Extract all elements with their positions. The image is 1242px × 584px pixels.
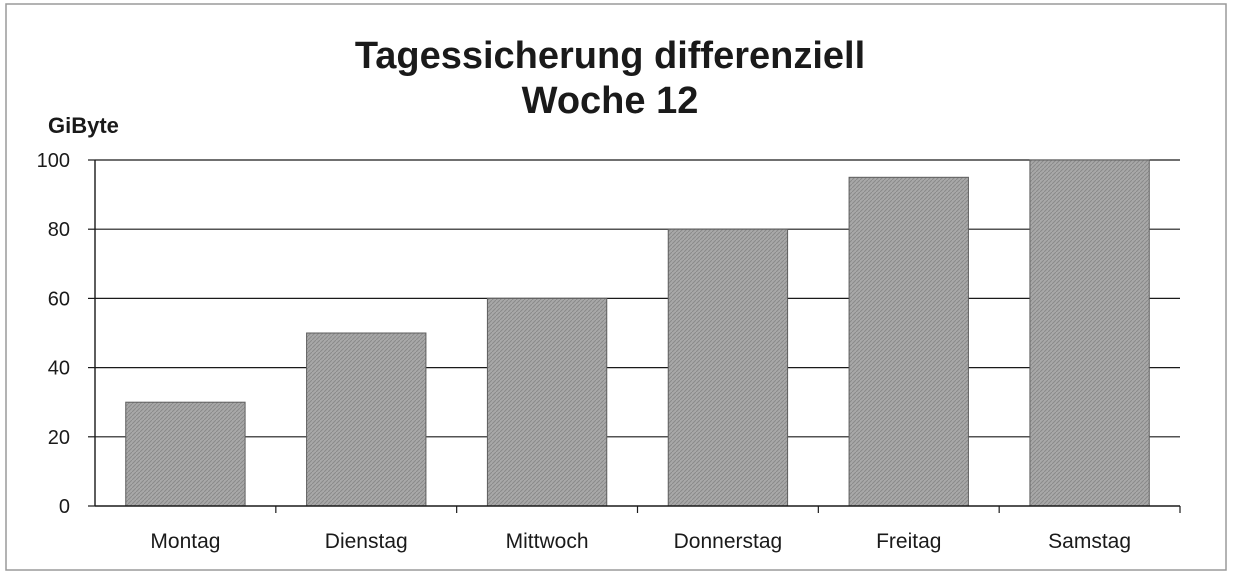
y-tick-labels: 0 20 40 60 80 100 bbox=[37, 150, 70, 518]
bar bbox=[1029, 159, 1150, 507]
y-tick-label: 80 bbox=[48, 219, 70, 241]
y-tick-label: 40 bbox=[48, 358, 70, 380]
axes bbox=[88, 159, 1181, 513]
bar bbox=[667, 228, 789, 507]
bar bbox=[306, 332, 427, 507]
y-tick-label: 60 bbox=[48, 288, 70, 310]
chart-title: Tagessicherung differenziell bbox=[355, 35, 865, 77]
bar bbox=[486, 297, 608, 507]
y-axis-label: GiByte bbox=[48, 113, 119, 138]
x-category-label: Donnerstag bbox=[674, 530, 783, 553]
x-category-label: Dienstag bbox=[325, 530, 408, 553]
bar bbox=[848, 176, 969, 507]
y-tick-label: 0 bbox=[59, 496, 70, 518]
x-category-label: Samstag bbox=[1048, 530, 1131, 553]
x-category-label: Freitag bbox=[876, 530, 941, 553]
x-category-labels: Montag Dienstag Mittwoch Donnerstag Freitag S… bbox=[150, 530, 1131, 553]
gridlines bbox=[95, 159, 1180, 438]
x-category-label: Montag bbox=[150, 530, 220, 553]
bar bbox=[125, 401, 246, 507]
y-tick-label: 20 bbox=[48, 427, 70, 449]
bars bbox=[125, 159, 1150, 507]
chart-subtitle: Woche 12 bbox=[522, 80, 699, 122]
y-tick-label: 100 bbox=[37, 150, 70, 172]
x-category-label: Mittwoch bbox=[506, 530, 589, 553]
